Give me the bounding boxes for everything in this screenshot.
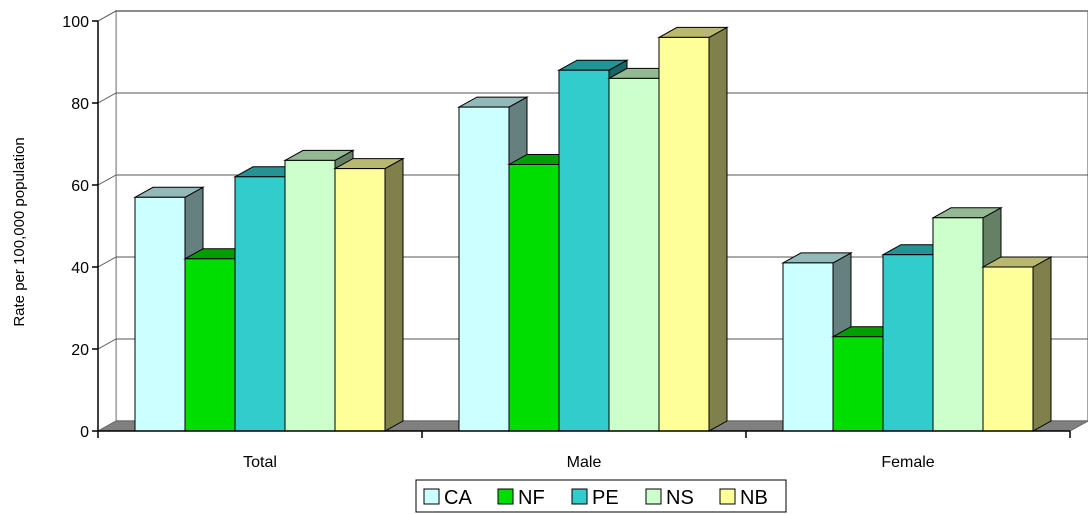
bar-front <box>558 69 610 432</box>
bar-front <box>608 77 660 432</box>
legend-label: NS <box>666 487 694 509</box>
legend-swatch <box>423 488 440 505</box>
legend-item-nb: NB <box>719 487 768 509</box>
bar-front <box>134 196 186 432</box>
legend-label: NB <box>740 487 768 509</box>
bar-side <box>1032 256 1052 432</box>
x-tick-label: Total <box>243 454 277 471</box>
bar-nb-male <box>657 26 729 432</box>
y-axis-title: Rate per 100,000 population <box>11 137 28 326</box>
bars <box>133 26 1053 432</box>
y-tick-label: 100 <box>62 14 89 31</box>
gridline-side <box>97 338 117 350</box>
legend-swatch <box>645 488 662 505</box>
legend-label: CA <box>444 487 472 509</box>
bar-front <box>234 176 286 432</box>
y-tick-label: 40 <box>71 260 89 277</box>
legend-swatch <box>719 488 736 505</box>
bar-front <box>334 168 386 432</box>
x-tick-label: Male <box>567 454 602 471</box>
bar-front <box>184 258 236 432</box>
legend-item-ns: NS <box>645 487 694 509</box>
y-tick-label: 20 <box>71 342 89 359</box>
bar-side <box>384 157 404 432</box>
bar-front <box>782 262 834 432</box>
legend: CA NF PE NS NB <box>415 479 787 513</box>
bar-front <box>832 336 884 432</box>
x-tick-label: Female <box>881 454 934 471</box>
bar-side <box>708 26 728 432</box>
gridline-side <box>97 10 117 22</box>
gridline-side <box>97 256 117 268</box>
legend-swatch <box>497 488 514 505</box>
legend-item-nf: NF <box>497 487 545 509</box>
bar-front <box>284 159 336 432</box>
bar-front <box>458 106 510 432</box>
y-tick-label: 0 <box>80 424 89 441</box>
legend-item-ca: CA <box>423 487 472 509</box>
axes: 0 20 40 60 80 100 Total Male Female <box>62 14 1071 471</box>
gridline-side <box>97 92 117 104</box>
gridline-side <box>97 174 117 186</box>
legend-item-pe: PE <box>571 487 619 509</box>
bar-front <box>658 36 710 432</box>
bar-nb-female <box>981 256 1053 432</box>
side-wall <box>97 10 117 432</box>
legend-label: NF <box>518 487 545 509</box>
bar-front <box>882 254 934 432</box>
bar-front <box>932 217 984 432</box>
bar-nb-total <box>333 157 405 432</box>
bar-front <box>508 164 560 432</box>
legend-swatch <box>571 488 588 505</box>
legend-label: PE <box>592 487 619 509</box>
bar-front <box>982 266 1034 432</box>
y-tick-label: 80 <box>71 96 89 113</box>
y-tick-label: 60 <box>71 178 89 195</box>
